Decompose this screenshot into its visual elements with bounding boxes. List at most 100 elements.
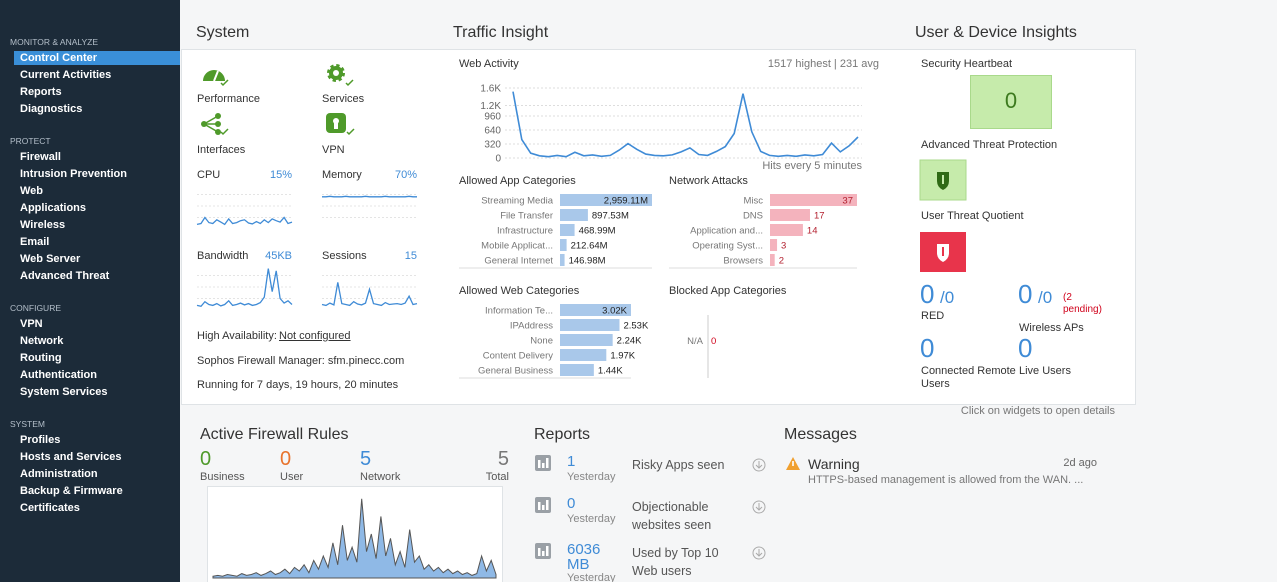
meter-label: Bandwidth [197,250,249,262]
section-title: SYSTEM [10,419,45,429]
value-label: 2 [779,256,784,267]
count: 0 [1018,279,1033,309]
warning-icon [786,457,800,470]
nav-item[interactable]: Authentication [20,369,97,381]
value-label: 2,959.11M [604,196,648,207]
sparkline [196,268,293,308]
value-label: 897.53M [592,211,629,222]
atp-box[interactable] [919,159,967,201]
meter-label: CPU [197,169,221,181]
label: Live Users [1019,365,1071,377]
icon-ring [752,500,766,514]
nav-item[interactable]: Hosts and Services [20,451,122,463]
nav-item[interactable]: Intrusion Prevention [20,168,127,180]
icon-bar [546,458,549,468]
value-label: 3 [781,241,786,252]
icon [326,113,355,136]
heading: Messages [784,426,857,443]
nav-item[interactable]: Administration [20,468,98,480]
category-label: General Business [478,366,553,377]
meter-label: Memory [322,169,362,181]
sparkline [322,194,417,218]
bar-chart: N/A 0 [687,315,716,378]
chart-title: Web Activity [459,58,519,70]
x-label: Hits every 5 minutes [762,160,862,172]
total: /0 [1038,288,1053,307]
category-label: Mobile Applicat... [481,241,553,252]
value-label: 2.53K [623,321,648,332]
nav-item[interactable]: Firewall [20,151,61,163]
icon [327,64,354,87]
meter-label: Sessions [322,250,367,262]
nav-item[interactable]: System Services [20,386,108,398]
value-label: 0 [711,336,716,347]
category-label: Operating Syst... [692,241,763,252]
message-level: Warning [808,456,860,472]
widget-title: Blocked App Categories [669,285,787,297]
bar-chart: Misc 37 DNS 17 Application and... 14 Operating… [669,194,857,269]
report-period: Yesterday [567,471,616,483]
nav-item[interactable]: Wireless [20,219,66,231]
icon-arrow [755,549,763,557]
icon-bar [546,546,549,556]
category-label: Browsers [723,256,763,267]
section-title: MONITOR & ANALYZE [10,37,99,47]
icon-bar [542,551,545,556]
meter-value: 15% [269,169,292,181]
heartbeat-value: 0 [1004,88,1018,113]
icon-bar [542,463,545,468]
ha-link[interactable]: Not configured [279,330,351,342]
bar [560,194,652,206]
icon-arrow [755,503,763,511]
utq-box[interactable] [920,232,966,272]
nav-item[interactable]: Web Server [20,253,81,265]
nav-item[interactable]: Profiles [20,434,61,446]
sparkline-line [196,216,293,226]
value-label: 1.44K [598,366,623,377]
rule-count: 0 [280,448,292,470]
nav-item[interactable]: Current Activities [20,69,112,81]
sparkline-line [321,282,418,307]
nav-item[interactable]: VPN [20,318,43,330]
category-label: Streaming Media [481,196,554,207]
rule-count: 0 [200,448,212,470]
category-label: N/A [687,336,704,347]
category-label: Information Te... [485,306,553,317]
y-tick-label: 0 [495,154,501,165]
total: /0 [940,288,955,307]
nav-item[interactable]: Control Center [20,52,97,64]
value-label: 2.24K [617,336,642,347]
manager: Sophos Firewall Manager: sfm.pinecc.com [197,355,405,367]
nav-item[interactable]: Advanced Threat [20,270,110,282]
active-highlight [14,51,180,65]
y-tick-label: 960 [484,112,501,123]
nav-item[interactable]: Routing [20,352,62,364]
nav-item[interactable]: Applications [20,202,87,214]
heading: System [196,24,250,41]
rule-label: User [280,471,304,483]
nav-item[interactable]: Email [20,236,50,248]
nav-item[interactable]: Network [20,335,64,347]
download-icon [752,546,766,560]
icon-label: VPN [322,144,345,156]
sparkline-line [196,268,293,308]
activity-area [212,498,497,579]
heartbeat-box[interactable] [970,75,1052,129]
nav-item[interactable]: Backup & Firmware [20,485,123,497]
count: 0 [1018,333,1033,363]
nav-item[interactable]: Diagnostics [20,103,83,115]
bar [560,334,613,346]
nav-item[interactable]: Reports [20,86,62,98]
value-label: 1.97K [610,351,635,362]
sparkline [196,194,293,226]
icon-bar [546,500,549,510]
value-label: 468.99M [579,226,616,237]
icon-label: Services [322,93,365,105]
bar [560,209,588,221]
nav-item[interactable]: Web [20,185,44,197]
report-icon [535,497,551,513]
bar [560,224,575,236]
nav-item[interactable]: Certificates [20,502,80,514]
activity-chart [212,498,497,579]
